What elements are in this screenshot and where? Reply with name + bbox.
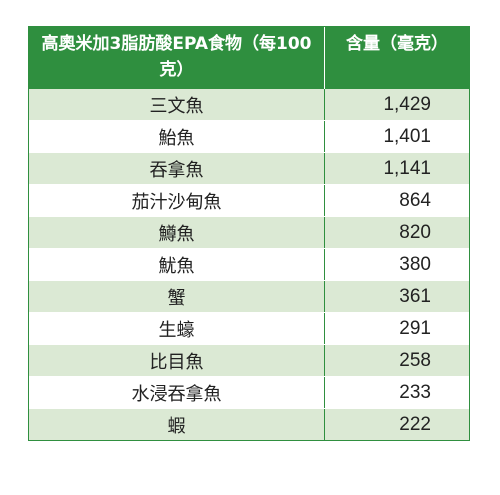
table-row: 比目魚 258 bbox=[29, 344, 469, 376]
epa-amount-cell: 233 bbox=[399, 381, 431, 403]
epa-amount-cell: 1,429 bbox=[383, 93, 431, 115]
food-name-cell: 茄汁沙甸魚 bbox=[29, 185, 325, 216]
food-name-cell: 蝦 bbox=[29, 409, 325, 440]
table-row: 蝦 222 bbox=[29, 408, 469, 440]
food-name-cell: 吞拿魚 bbox=[29, 153, 325, 184]
table-row: 吞拿魚 1,141 bbox=[29, 152, 469, 184]
table-row: 生蠔 291 bbox=[29, 312, 469, 344]
food-name-cell: 三文魚 bbox=[29, 89, 325, 120]
table-body: 三文魚 1,429 鮐魚 1,401 吞拿魚 1,141 茄汁沙甸魚 864 鱒魚 820 魷魚 38… bbox=[29, 89, 469, 440]
table-row: 水浸吞拿魚 233 bbox=[29, 376, 469, 408]
food-name-cell: 比目魚 bbox=[29, 345, 325, 376]
food-name-cell: 鱒魚 bbox=[29, 217, 325, 248]
epa-amount-cell: 361 bbox=[399, 285, 431, 307]
epa-amount-cell: 1,141 bbox=[383, 157, 431, 179]
header-food: 高奧米加3脂肪酸EPA食物（每100克） bbox=[29, 27, 325, 89]
epa-amount-cell: 222 bbox=[399, 413, 431, 435]
table-row: 鮐魚 1,401 bbox=[29, 120, 469, 152]
table-row: 蟹 361 bbox=[29, 280, 469, 312]
table-row: 魷魚 380 bbox=[29, 248, 469, 280]
epa-amount-cell: 820 bbox=[399, 221, 431, 243]
epa-amount-cell: 291 bbox=[399, 317, 431, 339]
epa-food-table: 高奧米加3脂肪酸EPA食物（每100克） 含量（毫克） 三文魚 1,429 鮐魚 1,… bbox=[28, 26, 470, 441]
epa-amount-cell: 864 bbox=[399, 189, 431, 211]
food-name-cell: 蟹 bbox=[29, 281, 325, 312]
table-header: 高奧米加3脂肪酸EPA食物（每100克） 含量（毫克） bbox=[29, 27, 469, 89]
table-row: 三文魚 1,429 bbox=[29, 89, 469, 120]
food-name-cell: 生蠔 bbox=[29, 313, 325, 344]
epa-amount-cell: 258 bbox=[399, 349, 431, 371]
table-row: 茄汁沙甸魚 864 bbox=[29, 184, 469, 216]
table-row: 鱒魚 820 bbox=[29, 216, 469, 248]
header-amount: 含量（毫克） bbox=[346, 34, 448, 54]
food-name-cell: 鮐魚 bbox=[29, 121, 325, 152]
epa-amount-cell: 1,401 bbox=[383, 125, 431, 147]
epa-amount-cell: 380 bbox=[399, 253, 431, 275]
food-name-cell: 魷魚 bbox=[29, 249, 325, 280]
food-name-cell: 水浸吞拿魚 bbox=[29, 377, 325, 408]
